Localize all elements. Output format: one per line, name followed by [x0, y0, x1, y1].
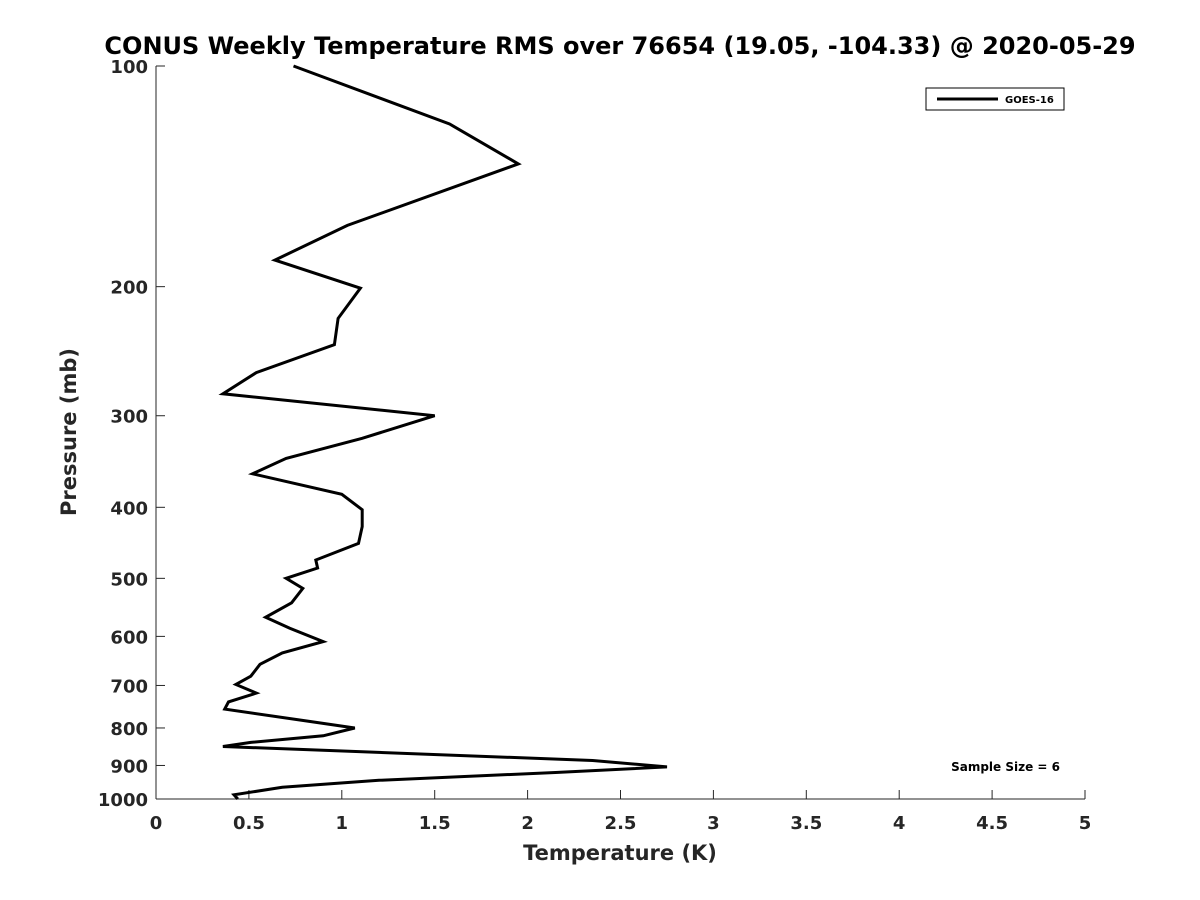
x-axis-label: Temperature (K): [523, 841, 717, 865]
y-tick-label: 900: [110, 756, 148, 777]
x-tick-label: 0.5: [233, 813, 265, 834]
legend-entry-label: GOES-16: [1005, 95, 1054, 106]
series-layer: [218, 64, 668, 801]
y-tick-label: 200: [110, 278, 148, 299]
x-tick-label: 3: [707, 813, 720, 834]
x-tick-label: 0: [150, 813, 163, 834]
plot-area: [156, 66, 1085, 799]
axes: 0 0.5 1 1.5 2 2.5 3 3.5 4 4.5 5 100 200 300 400 500 600 7…: [98, 57, 1091, 834]
y-tick-label: 400: [110, 498, 148, 519]
legend: GOES-16: [925, 87, 1065, 111]
x-tick-label: 1.5: [419, 813, 451, 834]
x-tick-label: 4.5: [976, 813, 1008, 834]
x-tick-label: 2: [521, 813, 534, 834]
chart-title: CONUS Weekly Temperature RMS over 76654 …: [104, 32, 1135, 60]
x-tick-label: 2.5: [605, 813, 637, 834]
y-tick-label: 100: [110, 57, 148, 78]
y-axis-label: Pressure (mb): [57, 348, 81, 516]
y-tick-label: 700: [110, 676, 148, 697]
y-tick-label: 1000: [98, 790, 148, 811]
x-tick-label: 3.5: [790, 813, 822, 834]
y-tick-label: 800: [110, 719, 148, 740]
y-tick-label: 300: [110, 407, 148, 428]
y-tick-label: 600: [110, 627, 148, 648]
x-tick-label: 4: [893, 813, 906, 834]
x-tick-label: 1: [336, 813, 349, 834]
x-tick-label: 5: [1079, 813, 1092, 834]
series-line: [218, 64, 668, 801]
y-tick-label: 500: [110, 569, 148, 590]
sample-size-annotation: Sample Size = 6: [951, 760, 1060, 774]
